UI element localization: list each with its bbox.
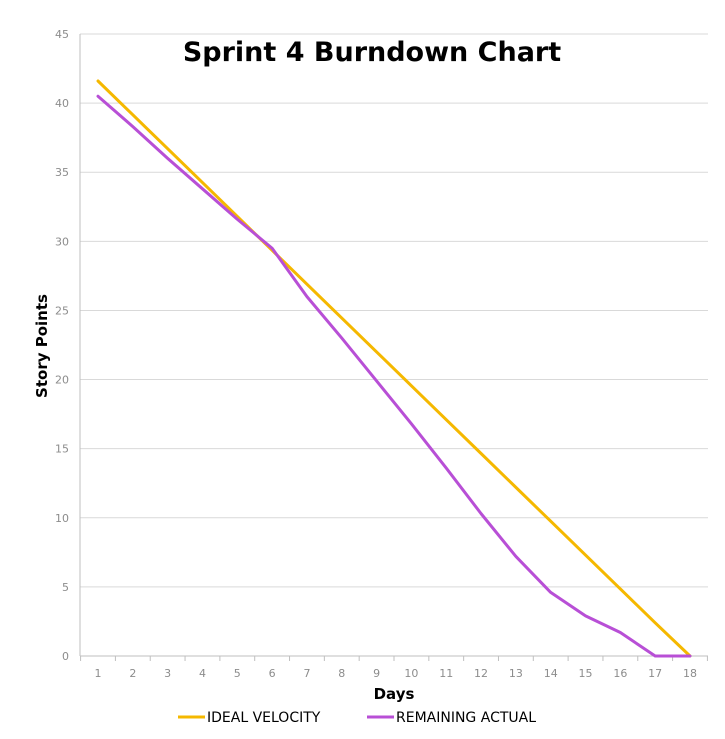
x-tick-label: 18 — [683, 667, 697, 680]
y-axis-label: Story Points — [33, 294, 51, 398]
legend-item-remaining-actual: REMAINING ACTUAL — [367, 710, 536, 726]
x-tick-label: 3 — [164, 667, 171, 680]
x-tick-label: 15 — [579, 667, 593, 680]
y-tick-label: 35 — [55, 166, 69, 179]
legend: IDEAL VELOCITY REMAINING ACTUAL — [178, 710, 536, 726]
x-tick-label: 4 — [199, 667, 206, 680]
x-tick-label: 8 — [338, 667, 345, 680]
x-tick-label: 13 — [509, 667, 523, 680]
x-tick-label: 1 — [95, 667, 102, 680]
chart-title: Sprint 4 Burndown Chart — [183, 37, 561, 68]
legend-item-ideal-velocity: IDEAL VELOCITY — [178, 710, 321, 726]
x-tick-label: 5 — [234, 667, 241, 680]
y-axis: 0 5 10 15 20 25 30 35 40 45 — [55, 28, 69, 663]
remaining-actual-line — [96, 94, 692, 658]
x-tick-label: 6 — [269, 667, 276, 680]
y-tick-label: 30 — [55, 235, 69, 248]
x-tick-label: 11 — [439, 667, 453, 680]
y-tick-label: 15 — [55, 443, 69, 456]
legend-label: IDEAL VELOCITY — [207, 710, 321, 726]
grid-layer — [79, 33, 708, 657]
y-tick-label: 0 — [62, 650, 69, 663]
y-tick-label: 45 — [55, 28, 69, 41]
y-tick-label: 40 — [55, 97, 69, 110]
x-tick-label: 9 — [373, 667, 380, 680]
x-tick-label: 7 — [303, 667, 310, 680]
y-tick-label: 5 — [62, 581, 69, 594]
x-axis-label: Days — [374, 685, 415, 703]
x-tick-label: 12 — [474, 667, 488, 680]
ideal-velocity-line — [96, 79, 692, 658]
x-tick-label: 10 — [404, 667, 418, 680]
x-tick-label: 16 — [613, 667, 627, 680]
x-tick-label: 14 — [544, 667, 558, 680]
x-tick-label: 2 — [129, 667, 136, 680]
legend-label: REMAINING ACTUAL — [396, 710, 536, 726]
y-tick-label: 10 — [55, 512, 69, 525]
y-tick-label: 25 — [55, 304, 69, 317]
y-tick-label: 20 — [55, 374, 69, 387]
x-axis: 1 2 3 4 5 6 7 8 9 10 11 12 13 14 15 16 17 18 — [80, 656, 708, 680]
series-layer — [96, 79, 692, 658]
x-tick-label: 17 — [648, 667, 662, 680]
